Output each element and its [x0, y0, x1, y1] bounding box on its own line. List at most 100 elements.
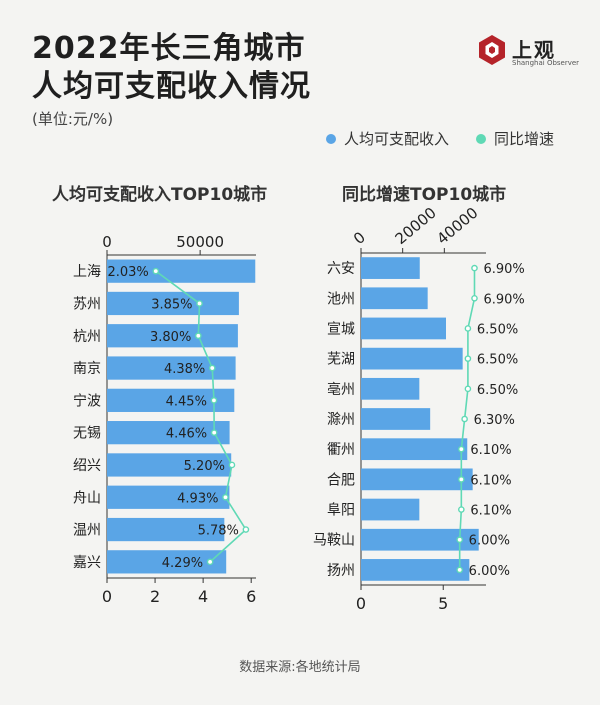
left-income-bar	[107, 388, 235, 412]
logo-subtitle: Shanghai Observer	[512, 59, 580, 67]
left-top-tick-label: 50000	[176, 233, 224, 251]
right-category-label: 扬州	[327, 563, 355, 579]
left-growth-label: 5.20%	[184, 459, 225, 474]
left-income-bar	[107, 259, 256, 283]
hexagon-logo-icon	[479, 35, 505, 65]
right-growth-label: 6.10%	[470, 443, 511, 458]
right-growth-point	[456, 536, 463, 544]
right-growth-label: 6.30%	[474, 413, 515, 428]
right-top-tick-label: 40000	[433, 204, 481, 248]
right-category-label: 宣城	[327, 321, 355, 337]
right-growth-label: 6.10%	[470, 504, 511, 519]
right-top-tick-label: 20000	[392, 204, 440, 248]
right-income-bar	[361, 468, 473, 491]
left-growth-point	[228, 461, 236, 469]
title-line-2: 人均可支配收入情况	[32, 69, 311, 104]
right-growth-label: 6.90%	[483, 262, 524, 277]
right-income-bar	[361, 438, 468, 461]
right-category-label: 六安	[327, 261, 355, 277]
left-growth-point	[206, 558, 214, 566]
left-growth-label: 2.03%	[107, 265, 148, 280]
left-growth-line	[155, 270, 247, 563]
left-income-bar	[107, 291, 239, 316]
left-bottom-tick-label: 0	[102, 587, 112, 606]
left-top-tick-label: 0	[102, 233, 112, 251]
right-growth-point	[458, 445, 465, 453]
right-category-label: 衢州	[327, 441, 355, 458]
right-income-bar	[361, 377, 420, 400]
left-income-bar	[107, 485, 230, 509]
logo-name: 上观	[512, 38, 556, 62]
unit-label: (单位:元/%)	[32, 110, 114, 128]
right-income-bar	[361, 559, 470, 581]
left-category-label: 苏州	[73, 296, 101, 312]
right-growth-label: 6.50%	[477, 383, 518, 398]
legend-income-label: 人均可支配收入	[344, 130, 450, 148]
left-bottom-tick-label: 2	[150, 587, 160, 606]
left-growth-label: 4.29%	[162, 556, 203, 571]
left-bottom-tick-label: 6	[246, 587, 256, 606]
left-category-label: 宁波	[73, 392, 101, 409]
right-category-label: 滁州	[327, 412, 355, 428]
right-growth-label: 6.90%	[483, 292, 524, 307]
right-top-tick-label: 0	[350, 228, 369, 248]
left-income-bar	[107, 453, 232, 477]
right-income-bar	[361, 408, 431, 430]
left-category-label: 杭州	[73, 329, 101, 345]
chart-right-title: 同比增速TOP10城市	[342, 185, 507, 205]
right-category-label: 阜阳	[327, 502, 355, 519]
left-growth-point	[222, 493, 229, 501]
right-growth-point	[471, 264, 478, 272]
left-growth-point	[195, 332, 202, 340]
right-growth-point	[461, 415, 468, 423]
right-category-label: 池州	[327, 291, 355, 307]
right-income-bar	[361, 257, 420, 279]
left-growth-label: 3.80%	[150, 330, 191, 345]
title-line-1: 2022年长三角城市	[32, 31, 306, 66]
right-income-bar	[361, 317, 446, 340]
right-income-bar	[361, 498, 420, 521]
left-growth-label: 3.85%	[151, 297, 192, 312]
left-growth-point	[152, 267, 160, 275]
right-growth-label: 6.00%	[469, 534, 510, 549]
legend-growth-label: 同比增速	[494, 130, 555, 148]
left-income-bar	[107, 356, 236, 380]
right-bottom-tick-label: 5	[438, 594, 448, 613]
right-growth-point	[464, 325, 472, 332]
left-growth-label: 4.93%	[177, 491, 218, 506]
right-growth-point	[464, 355, 472, 362]
right-growth-label: 6.10%	[470, 473, 511, 488]
right-growth-point	[458, 476, 465, 483]
left-category-label: 绍兴	[73, 458, 101, 474]
right-growth-label: 6.50%	[477, 353, 518, 368]
right-growth-point	[471, 294, 478, 302]
legend-growth-dot	[476, 133, 486, 144]
left-bottom-tick-label: 4	[198, 587, 208, 606]
right-income-bar	[361, 287, 428, 310]
left-growth-point	[208, 364, 216, 372]
left-growth-point	[210, 397, 218, 404]
right-bottom-tick-label: 0	[356, 594, 366, 613]
left-income-bar	[107, 421, 230, 445]
right-income-bar	[361, 528, 479, 551]
right-growth-point	[464, 385, 472, 393]
left-category-label: 南京	[73, 361, 101, 377]
legend-income: 人均可支配收入	[326, 128, 449, 149]
left-growth-label: 5.78%	[198, 524, 239, 539]
right-growth-label: 6.50%	[477, 322, 518, 337]
legend-income-dot	[326, 133, 336, 144]
right-category-label: 芜湖	[327, 351, 355, 368]
left-income-bar	[107, 550, 227, 574]
right-category-label: 亳州	[327, 381, 355, 398]
right-income-bar	[361, 347, 463, 370]
right-category-label: 马鞍山	[313, 533, 355, 549]
right-growth-point	[458, 506, 465, 513]
page-title: 2022年长三角城市 人均可支配收入情况	[32, 30, 311, 106]
left-growth-point	[196, 300, 203, 307]
left-growth-label: 4.38%	[164, 362, 205, 377]
logo: 上观 Shanghai Observer	[476, 32, 586, 72]
right-category-label: 合肥	[327, 472, 355, 488]
data-source: 数据来源:各地统计局	[239, 660, 361, 675]
